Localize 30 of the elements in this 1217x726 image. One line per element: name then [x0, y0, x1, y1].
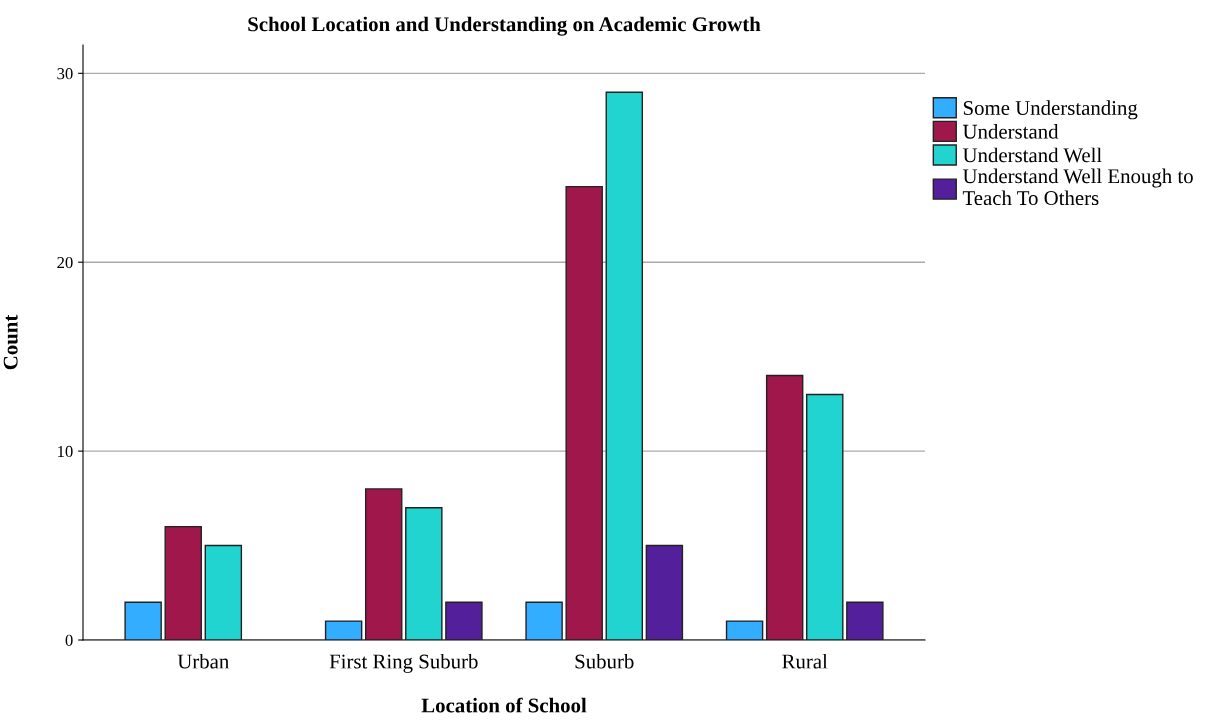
y-tick-label: 20	[57, 256, 73, 269]
legend-label: Understand Well	[962, 147, 1102, 163]
bar	[725, 620, 764, 640]
y-tick-label: 10	[58, 445, 73, 458]
legend-label: Understand Well Enough to Teach To Others	[962, 168, 1193, 206]
bar	[405, 507, 443, 640]
bar	[565, 185, 603, 640]
x-tick-label: Urban	[177, 653, 229, 669]
bar	[846, 601, 884, 640]
bar	[765, 374, 804, 640]
y-axis-title: Count	[3, 314, 18, 370]
legend-label: Some Understanding	[963, 100, 1138, 120]
bar	[164, 525, 202, 640]
y-tick-label: 0	[65, 634, 73, 646]
bar	[645, 544, 684, 640]
bar	[324, 620, 363, 640]
x-axis-title: Location of School	[421, 697, 587, 713]
bar	[124, 601, 162, 640]
x-tick-label: Rural	[782, 653, 828, 669]
bar	[364, 488, 403, 640]
chart-title: School Location and Understanding on Academic Growth	[248, 16, 761, 36]
bar	[605, 91, 644, 640]
bar	[525, 601, 563, 640]
x-tick-label: First Ring Suburb	[329, 653, 478, 673]
bar	[204, 544, 243, 640]
bar	[806, 393, 844, 640]
legend-label: Understand	[962, 124, 1059, 139]
y-tick-label: 30	[57, 68, 73, 80]
bar	[445, 601, 483, 640]
x-tick-label: Suburb	[575, 653, 634, 669]
